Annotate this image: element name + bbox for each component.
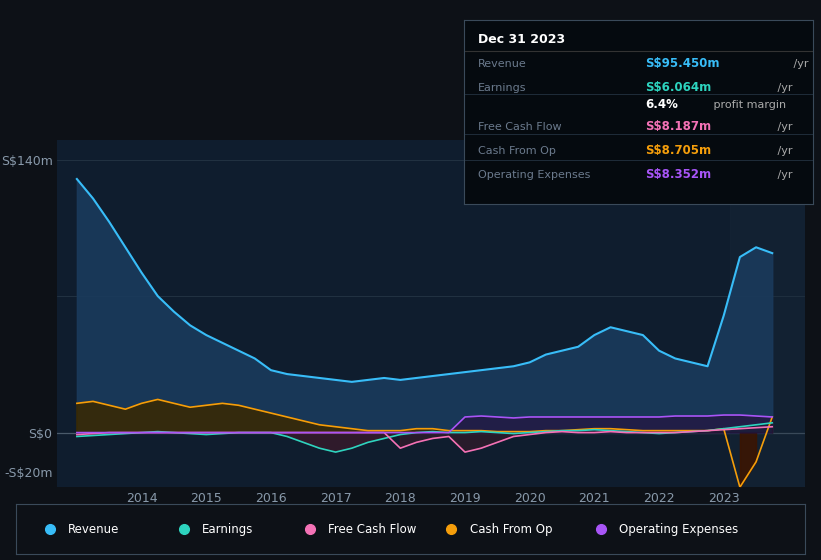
Text: profit margin: profit margin bbox=[709, 100, 786, 110]
Text: S$8.705m: S$8.705m bbox=[645, 144, 712, 157]
Bar bbox=[730, 140, 805, 487]
Text: S$6.064m: S$6.064m bbox=[645, 81, 712, 95]
Text: Operating Expenses: Operating Expenses bbox=[619, 522, 739, 536]
Text: Dec 31 2023: Dec 31 2023 bbox=[478, 32, 565, 45]
Text: Revenue: Revenue bbox=[67, 522, 119, 536]
Text: 6.4%: 6.4% bbox=[645, 98, 678, 111]
Text: S$8.352m: S$8.352m bbox=[645, 169, 712, 181]
Text: Revenue: Revenue bbox=[478, 59, 526, 69]
Text: Earnings: Earnings bbox=[202, 522, 253, 536]
Text: Free Cash Flow: Free Cash Flow bbox=[478, 122, 562, 132]
Text: S$8.187m: S$8.187m bbox=[645, 120, 712, 133]
Text: Free Cash Flow: Free Cash Flow bbox=[328, 522, 416, 536]
Text: S$95.450m: S$95.450m bbox=[645, 58, 720, 71]
Text: Cash From Op: Cash From Op bbox=[470, 522, 552, 536]
Text: /yr: /yr bbox=[790, 59, 808, 69]
Text: /yr: /yr bbox=[773, 83, 792, 93]
Text: /yr: /yr bbox=[773, 146, 792, 156]
Text: Cash From Op: Cash From Op bbox=[478, 146, 556, 156]
Text: Earnings: Earnings bbox=[478, 83, 526, 93]
Text: /yr: /yr bbox=[773, 170, 792, 180]
Text: /yr: /yr bbox=[773, 122, 792, 132]
Text: Operating Expenses: Operating Expenses bbox=[478, 170, 590, 180]
